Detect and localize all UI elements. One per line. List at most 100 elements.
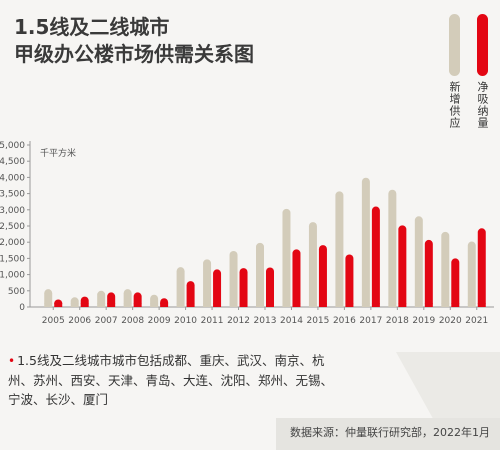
- y-tick-label: 3,000: [0, 206, 25, 216]
- y-tick-label: 1,000: [0, 271, 25, 281]
- bar-absorption-base-2013: [266, 303, 274, 307]
- bar-supply-2019: [414, 216, 423, 307]
- bar-supply-base-2018: [388, 303, 397, 307]
- bar-absorption-base-2014: [292, 303, 301, 307]
- x-tick-label-2017: 2017: [359, 316, 382, 326]
- note-text: 1.5线及二线城市城市包括成都、重庆、武汉、南京、杭州、苏州、西安、天津、青岛、…: [8, 353, 334, 407]
- bar-supply-2012: [229, 250, 238, 307]
- bar-absorption-2012: [239, 268, 248, 307]
- y-tick-label: 4,000: [0, 173, 25, 183]
- bar-chart: 0 500 1,000 1,500 2,000 2,500 3,000 3,500 4,000 4…: [0, 141, 494, 326]
- bar-absorption-2013: [266, 267, 274, 307]
- x-tick-label-2020: 2020: [439, 316, 462, 326]
- bar-supply-base-2009: [150, 303, 159, 307]
- y-tick-label: 500: [8, 287, 25, 297]
- bar-supply-base-2011: [203, 303, 212, 307]
- source-text: 数据来源：仲量联行研究部，2022年1月: [290, 426, 490, 439]
- bar-absorption-2020: [451, 258, 460, 307]
- bar-absorption-base-2011: [213, 303, 222, 307]
- bar-supply-2016: [335, 191, 344, 307]
- bar-absorption-base-2008: [133, 303, 142, 307]
- bar-absorption-base-2009: [160, 303, 169, 307]
- x-tick-label-2013: 2013: [254, 316, 277, 326]
- bar-absorption-base-2012: [239, 303, 248, 307]
- legend-item-absorption: 净吸纳量: [476, 14, 489, 129]
- bar-supply-base-2013: [256, 303, 264, 307]
- bar-supply-2010: [176, 267, 185, 307]
- legend-item-supply: 新增供应: [448, 14, 461, 129]
- bar-supply-2008: [123, 289, 132, 307]
- y-tick-label: 0: [19, 303, 25, 313]
- bar-supply-base-2017: [361, 303, 370, 307]
- bar-absorption-2011: [213, 269, 222, 307]
- bar-absorption-base-2006: [80, 303, 89, 307]
- bar-supply-base-2021: [467, 303, 476, 307]
- x-tick-label-2009: 2009: [148, 316, 171, 326]
- bar-supply-base-2007: [97, 303, 106, 307]
- bar-absorption-base-2010: [186, 303, 195, 307]
- bar-supply-2014: [282, 208, 291, 307]
- bar-absorption-base-2016: [345, 303, 354, 307]
- bar-supply-base-2010: [176, 303, 185, 307]
- y-tick-label: 3,500: [0, 190, 25, 200]
- x-tick-label-2019: 2019: [412, 316, 435, 326]
- bar-supply-base-2019: [414, 303, 423, 307]
- decorative-corner-shape: [396, 352, 500, 424]
- legend-label-supply: 新增供应: [448, 81, 461, 129]
- bar-absorption-base-2019: [424, 303, 433, 307]
- bar-supply-base-2014: [282, 303, 291, 307]
- bar-supply-base-2008: [123, 303, 132, 307]
- note-bullet-icon: •: [8, 354, 16, 368]
- bar-absorption-2015: [318, 245, 327, 307]
- bar-supply-2011: [203, 259, 212, 307]
- bar-supply-base-2012: [229, 303, 238, 307]
- bar-supply-2013: [256, 242, 264, 307]
- y-tick-label: 4,500: [0, 157, 25, 167]
- title-line-1: 1.5线及二线城市: [14, 15, 170, 39]
- bar-supply-base-2015: [308, 303, 317, 307]
- legend-swatch-supply: [448, 14, 460, 76]
- y-tick-label: 2,500: [0, 222, 25, 232]
- bar-absorption-base-2017: [371, 303, 380, 307]
- bar-supply-2020: [441, 231, 450, 307]
- bar-supply-2018: [388, 189, 397, 307]
- city-note: • 1.5线及二线城市城市包括成都、重庆、武汉、南京、杭州、苏州、西安、天津、青岛…: [8, 351, 338, 409]
- legend-swatch-absorption: [476, 14, 488, 76]
- bar-absorption-2010: [186, 281, 195, 307]
- bar-supply-base-2005: [44, 303, 53, 307]
- x-tick-label-2015: 2015: [306, 316, 329, 326]
- y-tick-label: 5,000: [0, 141, 25, 151]
- bar-absorption-2017: [371, 206, 380, 307]
- bar-supply-base-2016: [335, 303, 344, 307]
- x-tick-label-2011: 2011: [201, 316, 224, 326]
- bar-supply-2007: [97, 290, 106, 307]
- bar-supply-base-2006: [70, 303, 79, 307]
- x-tick-label-2016: 2016: [333, 316, 356, 326]
- legend-label-absorption: 净吸纳量: [476, 81, 489, 129]
- bar-supply-2017: [361, 177, 370, 307]
- title-line-2: 甲级办公楼市场供需关系图: [14, 42, 254, 66]
- bar-absorption-2018: [398, 225, 407, 307]
- bar-absorption-base-2018: [398, 303, 407, 307]
- y-tick-label: 2,000: [0, 238, 25, 248]
- x-tick-label-2007: 2007: [95, 316, 118, 326]
- y-axis-unit: 千平方米: [40, 149, 77, 159]
- x-tick-label-2018: 2018: [386, 316, 409, 326]
- bar-absorption-2019: [424, 239, 433, 307]
- bar-absorption-base-2021: [477, 303, 486, 307]
- bar-absorption-2016: [345, 254, 354, 307]
- source-box: [276, 418, 500, 450]
- x-tick-label-2014: 2014: [280, 316, 303, 326]
- bar-supply-2015: [308, 222, 317, 307]
- x-tick-label-2008: 2008: [121, 316, 144, 326]
- bar-absorption-base-2007: [107, 303, 116, 307]
- x-tick-label-2012: 2012: [227, 316, 250, 326]
- bar-supply-base-2020: [441, 303, 450, 307]
- bar-absorption-2021: [477, 228, 486, 307]
- x-tick-label-2006: 2006: [68, 316, 91, 326]
- y-tick-label: 1,500: [0, 254, 25, 264]
- x-tick-label-2021: 2021: [465, 316, 488, 326]
- bar-absorption-2014: [292, 249, 301, 307]
- chart-title: 1.5线及二线城市 甲级办公楼市场供需关系图: [14, 14, 254, 68]
